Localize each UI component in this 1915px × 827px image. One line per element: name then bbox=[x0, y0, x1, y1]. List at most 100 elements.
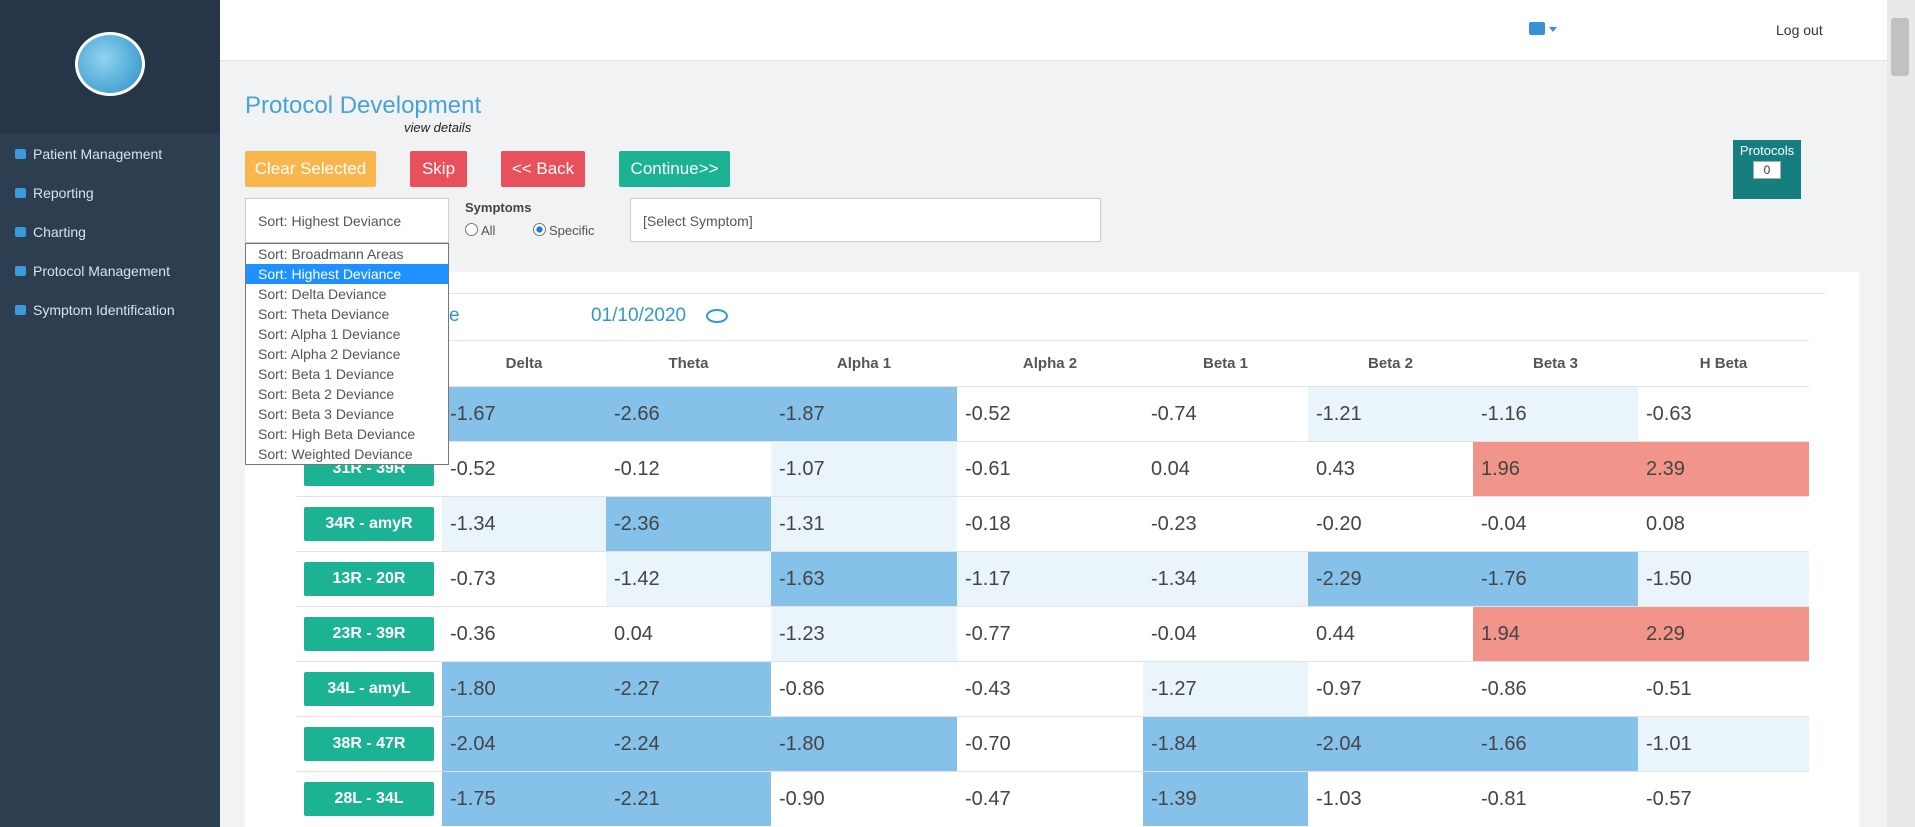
sort-option[interactable]: Sort: Beta 3 Deviance bbox=[258, 406, 395, 422]
column-header[interactable]: H Beta bbox=[1699, 354, 1748, 372]
cell: -0.73 bbox=[442, 552, 606, 606]
sort-option[interactable]: Sort: Alpha 2 Deviance bbox=[258, 346, 401, 362]
column-header[interactable]: Alpha 2 bbox=[1022, 354, 1078, 372]
cell: -1.34 bbox=[1143, 552, 1308, 606]
cell: 1.94 bbox=[1473, 607, 1638, 661]
symptom-select[interactable]: [Select Symptom] bbox=[630, 198, 1101, 242]
view-details[interactable]: view details bbox=[404, 120, 472, 135]
panel-rule bbox=[270, 293, 1825, 294]
row-rule bbox=[296, 606, 1809, 607]
button[interactable]: Skip bbox=[410, 151, 467, 187]
cell: -0.70 bbox=[957, 717, 1143, 771]
scroll-thumb[interactable] bbox=[1891, 18, 1909, 76]
cell: -0.52 bbox=[957, 387, 1143, 441]
date: 01/10/2020 bbox=[591, 305, 687, 326]
sort-option[interactable]: Sort: Alpha 1 Deviance bbox=[258, 326, 401, 342]
sort-dropdown: Sort: Broadmann Areas Sort: Highest Devia… bbox=[245, 243, 449, 465]
row-rule bbox=[296, 661, 1809, 662]
cell: -2.04 bbox=[442, 717, 606, 771]
radio[interactable] bbox=[465, 223, 478, 236]
sort-select[interactable]: Sort: Highest Deviance bbox=[245, 198, 449, 243]
button[interactable]: << Back bbox=[501, 151, 585, 187]
cell: -0.63 bbox=[1638, 387, 1809, 441]
nav-label: Reporting bbox=[33, 185, 94, 201]
button[interactable]: Clear Selected bbox=[245, 151, 376, 187]
cell: 1.96 bbox=[1473, 442, 1638, 496]
cell: -0.43 bbox=[957, 662, 1143, 716]
cell: -1.16 bbox=[1473, 387, 1638, 441]
cell: -1.21 bbox=[1308, 387, 1473, 441]
cell: -0.86 bbox=[1473, 662, 1638, 716]
column-header[interactable]: Beta 2 bbox=[1367, 354, 1414, 372]
column-header[interactable]: Alpha 1 bbox=[836, 354, 892, 372]
nav-label: Symptom Identification bbox=[33, 302, 175, 318]
cell: -1.67 bbox=[442, 387, 606, 441]
nav-item[interactable]: Charting bbox=[15, 224, 86, 240]
cell: -1.66 bbox=[1473, 717, 1638, 771]
sort-option[interactable]: Sort: Theta Deviance bbox=[258, 306, 390, 322]
cell: -1.27 bbox=[1143, 662, 1308, 716]
cell: -2.36 bbox=[606, 497, 771, 551]
cell: -0.51 bbox=[1638, 662, 1809, 716]
row-rule bbox=[296, 716, 1809, 717]
cell: -1.80 bbox=[771, 717, 957, 771]
nav-item[interactable]: Reporting bbox=[15, 185, 94, 201]
cell: 0.44 bbox=[1308, 607, 1473, 661]
row-label-button[interactable]: 34R - amyR bbox=[304, 507, 434, 541]
nav-item[interactable]: Symptom Identification bbox=[15, 302, 175, 318]
logo[interactable] bbox=[75, 32, 145, 96]
cell: -2.21 bbox=[606, 772, 771, 826]
cell: -0.18 bbox=[957, 497, 1143, 551]
column-header[interactable]: Beta 1 bbox=[1202, 354, 1249, 372]
cell: -1.01 bbox=[1638, 717, 1809, 771]
cell: -0.52 bbox=[442, 442, 606, 496]
protocols-count: 0 bbox=[1753, 161, 1781, 179]
cell: -0.90 bbox=[771, 772, 957, 826]
radio[interactable] bbox=[533, 223, 546, 236]
cell: -2.04 bbox=[1308, 717, 1473, 771]
page-title: Protocol Development bbox=[245, 92, 482, 119]
radio-label: All bbox=[481, 223, 496, 238]
sort-option[interactable]: Sort: Highest Deviance bbox=[246, 264, 448, 284]
nav-item[interactable]: Patient Management bbox=[15, 146, 162, 162]
sort-option[interactable]: Sort: Weighted Deviance bbox=[258, 446, 413, 462]
cell: -0.57 bbox=[1638, 772, 1809, 826]
button[interactable]: Continue>> bbox=[619, 151, 730, 187]
cell: -2.24 bbox=[606, 717, 771, 771]
nav-item[interactable]: Protocol Management bbox=[15, 263, 170, 279]
row-label-button[interactable]: 38R - 47R bbox=[304, 727, 434, 761]
cell: -0.36 bbox=[442, 607, 606, 661]
nav-icon bbox=[15, 188, 26, 198]
row-rule bbox=[296, 386, 1809, 387]
cell: -2.27 bbox=[606, 662, 771, 716]
cell: 0.04 bbox=[606, 607, 771, 661]
sort-option[interactable]: Sort: Beta 2 Deviance bbox=[258, 386, 395, 402]
logout[interactable]: Log out bbox=[1776, 22, 1823, 38]
sort-option[interactable]: Sort: High Beta Deviance bbox=[258, 426, 416, 442]
cell: 0.43 bbox=[1308, 442, 1473, 496]
cell: -1.03 bbox=[1308, 772, 1473, 826]
cell: -1.07 bbox=[771, 442, 957, 496]
cell: -2.29 bbox=[1308, 552, 1473, 606]
eye-icon[interactable] bbox=[706, 309, 728, 323]
row-label-button[interactable]: 28L - 34L bbox=[304, 782, 434, 816]
column-header[interactable]: Beta 3 bbox=[1532, 354, 1579, 372]
scrollbar bbox=[1887, 0, 1915, 827]
column-header[interactable]: Delta bbox=[505, 354, 543, 372]
sort-option[interactable]: Sort: Beta 1 Deviance bbox=[258, 366, 395, 382]
briefcase-icon[interactable] bbox=[1529, 22, 1545, 35]
sort-option[interactable]: Sort: Broadmann Areas bbox=[258, 246, 404, 262]
cell: -1.76 bbox=[1473, 552, 1638, 606]
cell: -1.17 bbox=[957, 552, 1143, 606]
cell: -1.50 bbox=[1638, 552, 1809, 606]
row-label-button[interactable]: 13R - 20R bbox=[304, 562, 434, 596]
nav-icon bbox=[15, 149, 26, 159]
row-label-button[interactable]: 34L - amyL bbox=[304, 672, 434, 706]
sort-option[interactable]: Sort: Delta Deviance bbox=[258, 286, 387, 302]
cell: 2.39 bbox=[1638, 442, 1809, 496]
row-rule bbox=[296, 441, 1809, 442]
row-label-button[interactable]: 23R - 39R bbox=[304, 617, 434, 651]
header bbox=[220, 0, 1887, 61]
column-header[interactable]: Theta bbox=[668, 354, 709, 372]
